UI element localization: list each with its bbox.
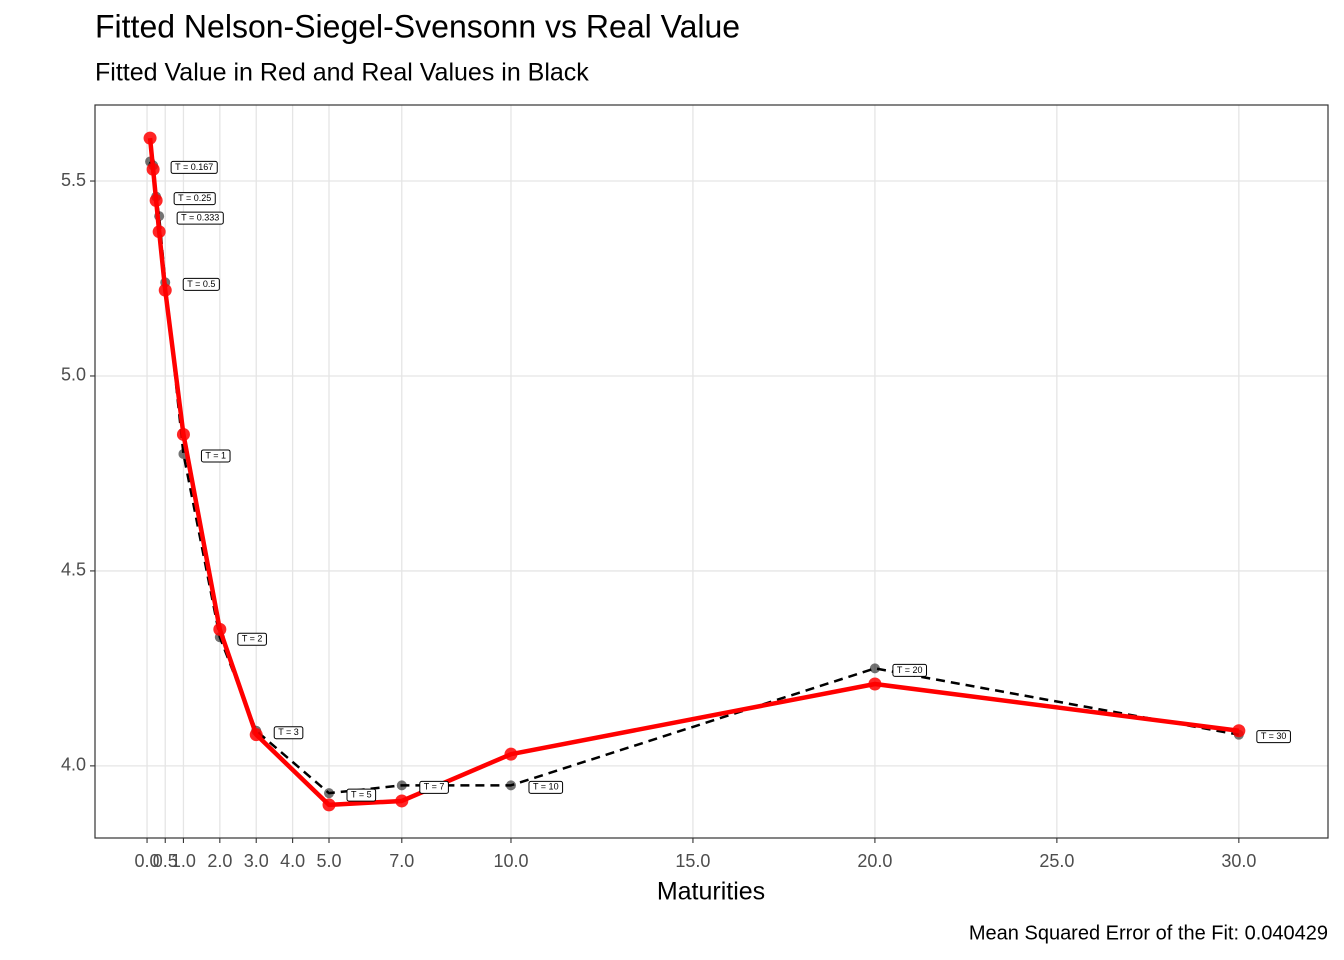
label-text: T = 20 bbox=[897, 665, 923, 675]
label-text: T = 5 bbox=[351, 790, 372, 800]
data-point bbox=[149, 194, 163, 208]
x-tick-label: 25.0 bbox=[1039, 851, 1074, 871]
chart-subtitle: Fitted Value in Red and Real Values in B… bbox=[95, 59, 589, 87]
y-tick-label: 4.0 bbox=[61, 755, 86, 775]
point-label: T = 2 bbox=[237, 632, 267, 646]
x-tick-label: 3.0 bbox=[244, 851, 269, 871]
data-point bbox=[158, 283, 172, 297]
x-tick-label: 20.0 bbox=[857, 851, 892, 871]
label-box bbox=[1256, 730, 1291, 744]
data-point bbox=[176, 427, 190, 441]
point-label: T = 0.5 bbox=[182, 277, 220, 291]
label-box bbox=[419, 780, 449, 794]
series-line bbox=[149, 160, 1240, 795]
data-point bbox=[505, 780, 516, 791]
label-text: T = 2 bbox=[242, 634, 263, 644]
x-tick-label: 15.0 bbox=[675, 851, 710, 871]
caption: Mean Squared Error of the Fit: 0.040429 bbox=[969, 922, 1328, 944]
panel-border bbox=[94, 104, 1329, 839]
point-label: T = 20 bbox=[892, 663, 928, 677]
data-point bbox=[395, 794, 409, 808]
y-tick-label: 5.0 bbox=[61, 365, 86, 385]
label-text: T = 30 bbox=[1261, 731, 1287, 741]
x-tick-label: 30.0 bbox=[1221, 851, 1256, 871]
chart-title: Fitted Nelson-Siegel-Svensonn vs Real Va… bbox=[95, 8, 740, 44]
x-tick-label: 7.0 bbox=[389, 851, 414, 871]
data-point bbox=[146, 162, 160, 176]
plot-area: T = 0.167 T = 0.25 T = 0.333 T = 0.5 T = 1 T … bbox=[143, 131, 1291, 812]
label-text: T = 1 bbox=[205, 450, 226, 460]
x-tick-label: 2.0 bbox=[207, 851, 232, 871]
label-text: T = 0.167 bbox=[175, 162, 213, 172]
point-label: T = 0.167 bbox=[170, 160, 218, 174]
label-text: T = 7 bbox=[424, 782, 445, 792]
label-box bbox=[176, 211, 224, 225]
data-point bbox=[869, 663, 880, 674]
label-box bbox=[892, 663, 928, 677]
data-point bbox=[249, 728, 263, 742]
x-tick-label: 5.0 bbox=[316, 851, 341, 871]
label-text: T = 0.5 bbox=[187, 279, 215, 289]
x-tick-label: 0.5 bbox=[153, 851, 178, 871]
point-label: T = 1 bbox=[200, 449, 231, 463]
point-label: T = 5 bbox=[346, 788, 377, 802]
point-label: T = 7 bbox=[419, 780, 449, 794]
grid bbox=[95, 105, 1328, 838]
data-point bbox=[1232, 724, 1246, 738]
point-label: T = 3 bbox=[273, 726, 304, 740]
data-point bbox=[322, 798, 336, 812]
label-box bbox=[273, 726, 304, 740]
data-point bbox=[868, 677, 882, 691]
label-text: T = 3 bbox=[278, 727, 299, 737]
label-text: T = 0.333 bbox=[181, 212, 219, 222]
data-point bbox=[143, 131, 157, 145]
label-box bbox=[182, 277, 220, 291]
y-tick-label: 5.5 bbox=[61, 170, 86, 190]
data-point bbox=[396, 780, 407, 791]
label-text: T = 10 bbox=[533, 782, 559, 792]
label-box bbox=[170, 160, 218, 174]
label-box bbox=[173, 192, 216, 206]
label-box bbox=[237, 632, 267, 646]
label-text: T = 0.25 bbox=[178, 193, 211, 203]
label-box bbox=[528, 780, 564, 794]
point-label: T = 30 bbox=[1256, 730, 1291, 744]
point-label: T = 0.333 bbox=[176, 211, 224, 225]
data-point bbox=[324, 788, 335, 799]
data-point bbox=[213, 622, 227, 636]
x-tick-label: 0.0 bbox=[135, 851, 160, 871]
x-tick-label: 1.0 bbox=[171, 851, 196, 871]
point-label: T = 10 bbox=[528, 780, 564, 794]
data-point bbox=[504, 747, 518, 761]
point-label: T = 0.25 bbox=[173, 192, 216, 206]
label-box bbox=[200, 449, 231, 463]
x-axis-title: Maturities bbox=[657, 878, 765, 906]
label-box bbox=[346, 788, 377, 802]
data-point bbox=[152, 225, 166, 239]
x-tick-label: 4.0 bbox=[280, 851, 305, 871]
x-tick-label: 10.0 bbox=[493, 851, 528, 871]
y-tick-label: 4.5 bbox=[61, 560, 86, 580]
